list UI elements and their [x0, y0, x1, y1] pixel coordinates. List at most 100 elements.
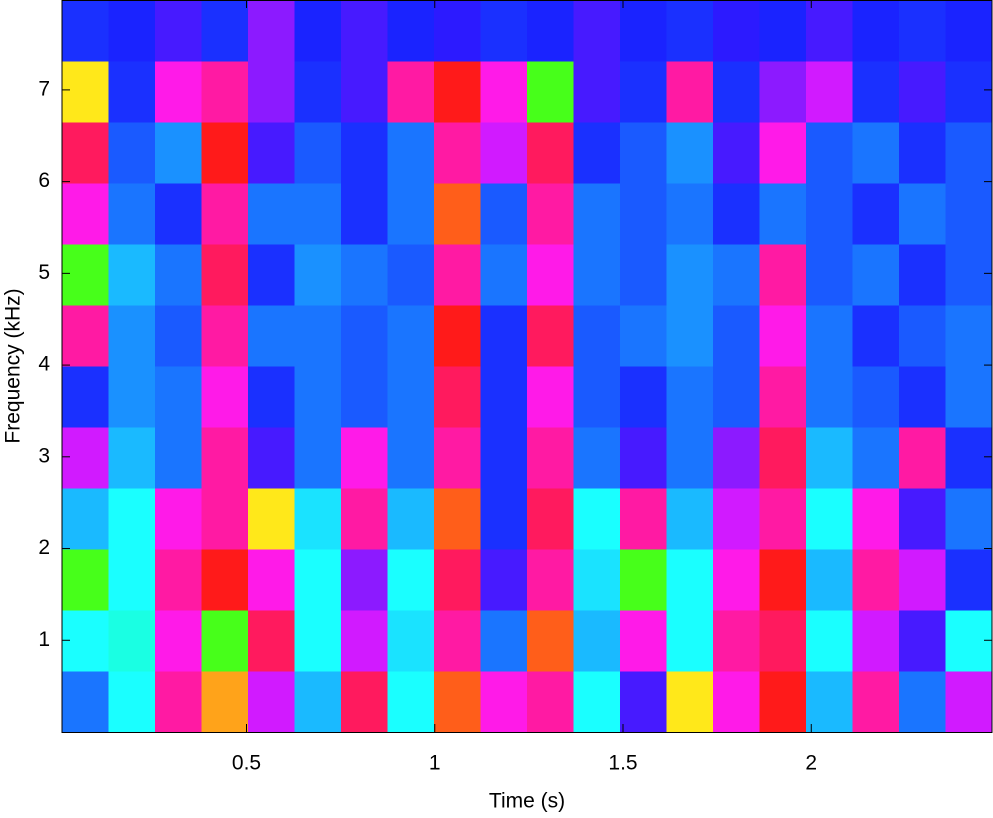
cell — [294, 366, 342, 428]
cell — [713, 610, 760, 672]
plot-frame — [61, 0, 993, 733]
x-tick-label: 0.5 — [232, 752, 261, 775]
cell — [341, 610, 388, 672]
cell — [155, 488, 202, 550]
cell — [713, 183, 760, 245]
cell — [713, 305, 760, 367]
cell — [899, 122, 946, 184]
cell — [852, 427, 900, 489]
cell — [248, 122, 295, 184]
cell — [620, 549, 667, 611]
cell — [294, 427, 342, 489]
cell — [294, 610, 342, 672]
cell — [573, 244, 621, 306]
cell — [620, 61, 667, 123]
cell — [759, 671, 807, 733]
cell — [945, 183, 993, 245]
cell — [759, 610, 807, 672]
cell — [387, 122, 435, 184]
cell — [899, 671, 946, 733]
cell — [899, 610, 946, 672]
cell — [201, 549, 249, 611]
cell — [248, 610, 295, 672]
cell — [434, 488, 481, 550]
cell — [573, 549, 621, 611]
cell — [62, 549, 109, 611]
cell — [155, 671, 202, 733]
cell — [108, 671, 156, 733]
cell — [899, 366, 946, 428]
y-tick-label: 5 — [38, 261, 50, 284]
cell — [62, 61, 109, 123]
cell — [434, 122, 481, 184]
cell — [666, 610, 714, 672]
cell — [945, 549, 993, 611]
cell — [434, 0, 481, 62]
y-tick-label: 4 — [38, 353, 50, 376]
cell — [434, 61, 481, 123]
cell — [108, 183, 156, 245]
cell — [899, 427, 946, 489]
cell — [852, 122, 900, 184]
cell — [713, 366, 760, 428]
cell — [434, 366, 481, 428]
cell — [527, 366, 574, 428]
cell — [852, 549, 900, 611]
cell — [62, 0, 109, 62]
cell — [899, 488, 946, 550]
cell — [620, 671, 667, 733]
cell — [248, 427, 295, 489]
cell — [573, 610, 621, 672]
axes: 0.5 1 1.5 2 1 2 3 4 5 6 7 — [38, 0, 993, 775]
cell — [527, 610, 574, 672]
cell — [434, 244, 481, 306]
cell — [201, 305, 249, 367]
cell — [666, 427, 714, 489]
cell — [852, 0, 900, 62]
cell — [108, 0, 156, 62]
cell — [434, 549, 481, 611]
cell — [806, 610, 853, 672]
cell — [294, 488, 342, 550]
cell — [806, 0, 853, 62]
cell — [248, 0, 295, 62]
cell — [480, 305, 528, 367]
cell — [62, 488, 109, 550]
cell — [806, 549, 853, 611]
cell — [387, 183, 435, 245]
cell — [806, 488, 853, 550]
cell — [945, 488, 993, 550]
cell — [899, 61, 946, 123]
cell — [294, 0, 342, 62]
cell — [759, 244, 807, 306]
y-tick-label: 7 — [38, 77, 50, 100]
x-tick-label: 2 — [805, 752, 817, 775]
cell — [806, 183, 853, 245]
cell — [155, 427, 202, 489]
cell — [387, 61, 435, 123]
cell — [341, 366, 388, 428]
cell — [248, 671, 295, 733]
cell — [341, 671, 388, 733]
cell — [248, 549, 295, 611]
cell — [713, 61, 760, 123]
cell — [713, 549, 760, 611]
cell — [387, 671, 435, 733]
cell — [852, 488, 900, 550]
cell — [248, 183, 295, 245]
cell — [759, 305, 807, 367]
cell — [620, 0, 667, 62]
cell — [759, 488, 807, 550]
cell — [620, 366, 667, 428]
cell — [387, 366, 435, 428]
cell — [945, 61, 993, 123]
cell — [852, 671, 900, 733]
cell — [155, 244, 202, 306]
cell — [108, 427, 156, 489]
cell — [387, 0, 435, 62]
cell — [341, 61, 388, 123]
cell — [294, 61, 342, 123]
cell — [945, 244, 993, 306]
cell — [480, 122, 528, 184]
cell — [434, 183, 481, 245]
